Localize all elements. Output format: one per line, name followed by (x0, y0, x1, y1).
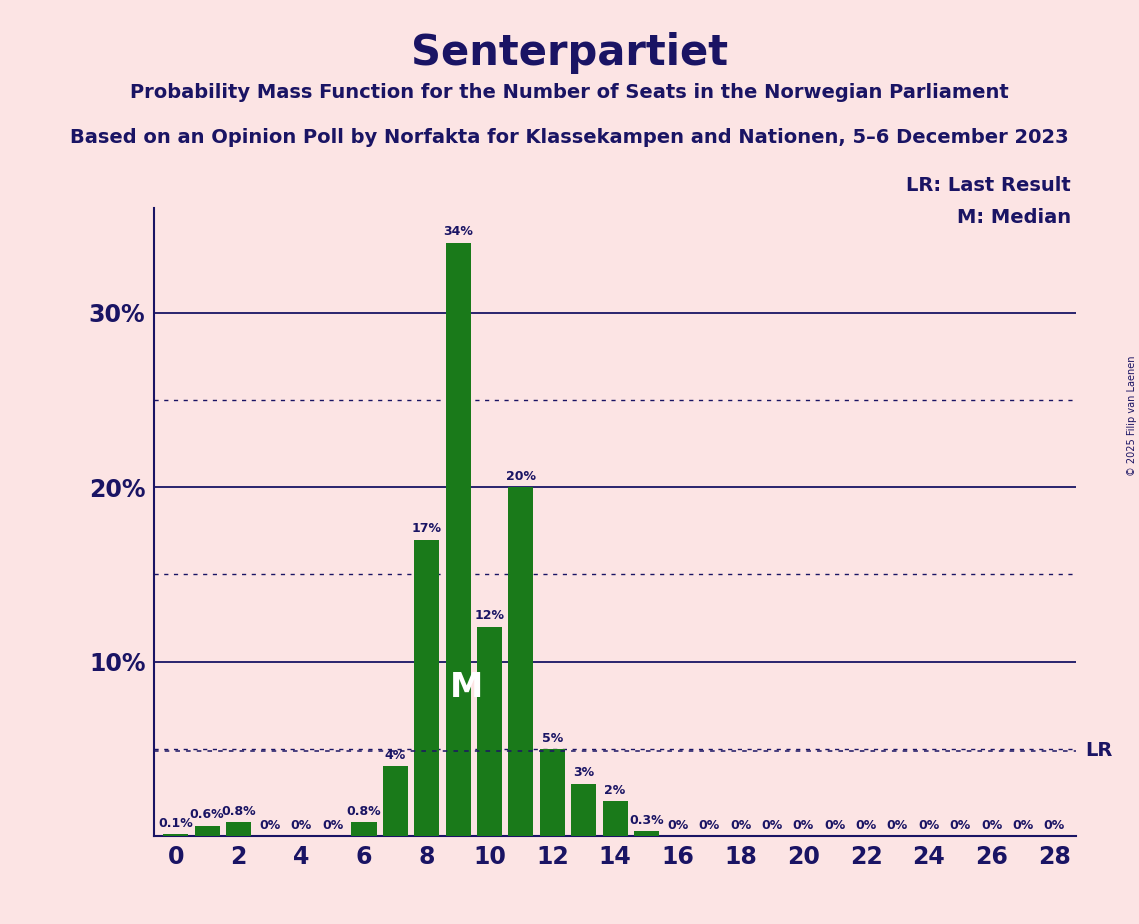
Text: 0%: 0% (855, 819, 877, 832)
Text: 0.6%: 0.6% (190, 808, 224, 821)
Text: 0.3%: 0.3% (629, 814, 664, 827)
Bar (477, 626, 502, 836)
Text: M: Median: M: Median (957, 208, 1071, 227)
Text: 0.1%: 0.1% (158, 817, 194, 830)
Text: 34%: 34% (443, 225, 473, 238)
Text: 5%: 5% (542, 732, 563, 745)
Text: 0%: 0% (260, 819, 280, 832)
Text: 0%: 0% (698, 819, 720, 832)
Text: 0%: 0% (825, 819, 845, 832)
Text: 0%: 0% (981, 819, 1002, 832)
Text: Senterpartiet: Senterpartiet (411, 32, 728, 74)
Text: 0%: 0% (918, 819, 940, 832)
Text: 0%: 0% (761, 819, 782, 832)
Bar (226, 822, 251, 836)
Text: Based on an Opinion Poll by Norfakta for Klassekampen and Nationen, 5–6 December: Based on an Opinion Poll by Norfakta for… (71, 128, 1068, 147)
Text: © 2025 Filip van Laenen: © 2025 Filip van Laenen (1126, 356, 1137, 476)
Bar (163, 834, 188, 836)
Text: 0%: 0% (322, 819, 343, 832)
Text: 0.8%: 0.8% (346, 805, 382, 818)
Bar (540, 749, 565, 836)
Text: 0%: 0% (290, 819, 312, 832)
Bar (195, 826, 220, 836)
Bar (634, 831, 659, 836)
Text: 0%: 0% (1043, 819, 1065, 832)
Text: 0%: 0% (793, 819, 814, 832)
Text: 0%: 0% (1013, 819, 1033, 832)
Text: 2%: 2% (605, 784, 625, 796)
Bar (352, 822, 377, 836)
Text: LR: Last Result: LR: Last Result (906, 176, 1071, 195)
Text: 12%: 12% (475, 610, 505, 623)
Bar (603, 801, 628, 836)
Text: 3%: 3% (573, 767, 595, 780)
Bar (415, 540, 440, 836)
Text: 17%: 17% (412, 522, 442, 535)
Text: M: M (450, 672, 484, 704)
Text: 4%: 4% (385, 749, 405, 762)
Bar (571, 784, 596, 836)
Text: 0%: 0% (887, 819, 908, 832)
Text: 0%: 0% (667, 819, 688, 832)
Text: 0.8%: 0.8% (221, 805, 256, 818)
Bar (383, 766, 408, 836)
Text: 20%: 20% (506, 469, 536, 482)
Text: 0%: 0% (950, 819, 970, 832)
Bar (445, 243, 470, 836)
Text: 0%: 0% (730, 819, 752, 832)
Text: Probability Mass Function for the Number of Seats in the Norwegian Parliament: Probability Mass Function for the Number… (130, 83, 1009, 103)
Bar (508, 487, 533, 836)
Text: LR: LR (1085, 741, 1113, 760)
